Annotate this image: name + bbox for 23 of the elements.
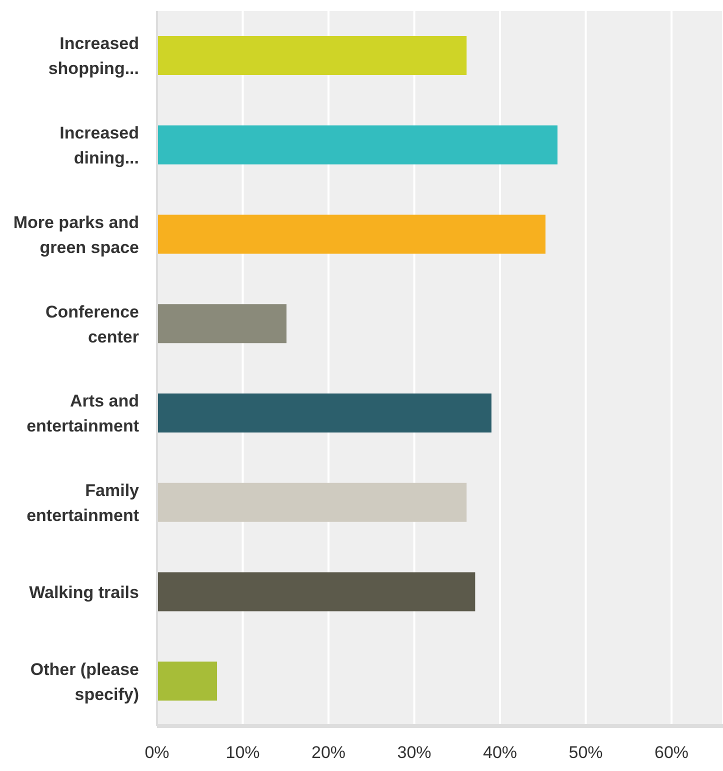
x-tick-label: 10% [226,743,260,762]
bar [157,214,546,254]
y-tick-label: Arts and entertainment [26,392,140,436]
x-tick-label: 60% [654,743,689,762]
y-tick-label: Conference center [45,302,140,346]
y-tick-label: Increased dining... [60,124,139,168]
x-tick-label: 40% [483,743,518,762]
y-tick-label: Family entertainment [26,481,140,526]
x-tick-label: 30% [397,743,432,762]
bar [157,304,286,344]
x-tick-label: 0% [144,743,170,762]
bar [157,36,467,76]
bar [157,394,492,433]
bar [157,125,558,164]
x-tick-label: 50% [568,743,603,762]
y-tick-label: Other (please specify) [30,660,139,704]
bar [157,482,467,522]
x-tick-label: 20% [312,743,346,762]
y-tick-label: Walking trails [29,582,139,602]
y-tick-label: Increased shopping... [48,34,139,78]
bar [157,572,476,612]
bar [157,662,218,701]
y-tick-label: More parks and green space [13,212,139,257]
